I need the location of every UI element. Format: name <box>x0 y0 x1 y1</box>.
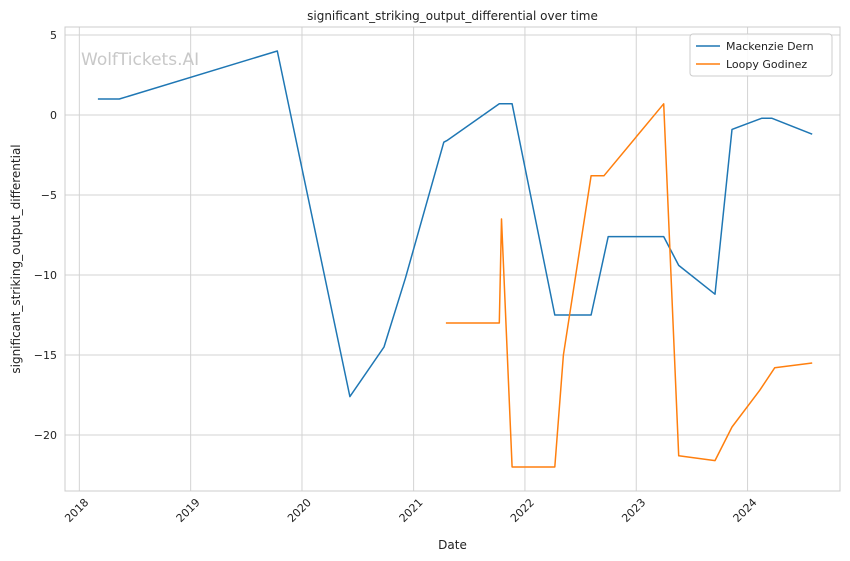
series-layer <box>97 50 813 468</box>
series-line-mackenzie-dern <box>97 50 813 398</box>
data-point <box>607 235 609 237</box>
data-point <box>774 367 776 369</box>
data-point <box>554 314 556 316</box>
data-point <box>731 128 733 130</box>
x-axis: 2018 2019 2020 2021 2022 2023 2024 <box>62 496 759 525</box>
grid <box>65 27 840 491</box>
data-point <box>383 346 385 348</box>
y-tick-label: −10 <box>34 269 57 282</box>
legend-box <box>689 33 833 77</box>
data-point <box>811 133 813 135</box>
y-tick-label: 0 <box>50 109 57 122</box>
data-point <box>498 103 500 105</box>
data-point <box>511 103 513 105</box>
data-point <box>500 218 502 220</box>
data-point <box>404 277 406 279</box>
data-point <box>498 322 500 324</box>
x-tick-label: 2018 <box>62 496 91 525</box>
data-point <box>761 117 763 119</box>
data-point <box>443 141 445 143</box>
x-tick-label: 2021 <box>397 496 426 525</box>
data-point <box>554 466 556 468</box>
plot-frame <box>64 26 841 492</box>
data-point <box>677 264 679 266</box>
data-point <box>349 395 351 397</box>
legend-label: Mackenzie Dern <box>726 40 814 53</box>
data-point <box>562 354 564 356</box>
data-point <box>731 426 733 428</box>
data-point <box>714 459 716 461</box>
data-point <box>590 175 592 177</box>
y-axis: 5 0 −5 −10 −15 −20 <box>34 29 57 442</box>
x-axis-label: Date <box>438 538 467 552</box>
data-point <box>446 139 448 141</box>
y-tick-label: −15 <box>34 349 57 362</box>
watermark: WolfTickets.AI <box>81 50 199 70</box>
series-line-loopy-godinez <box>445 103 813 468</box>
data-point <box>97 98 99 100</box>
data-point <box>770 117 772 119</box>
y-tick-label: −20 <box>34 429 57 442</box>
y-axis-label: significant_striking_output_differential <box>9 144 23 373</box>
x-tick-label: 2020 <box>285 496 314 525</box>
data-point <box>603 175 605 177</box>
x-tick-label: 2024 <box>731 496 760 525</box>
data-point <box>511 466 513 468</box>
x-tick-label: 2019 <box>174 496 203 525</box>
data-point <box>590 314 592 316</box>
legend-label: Loopy Godinez <box>726 58 807 71</box>
data-point <box>759 389 761 391</box>
data-point <box>276 50 278 52</box>
legend: Mackenzie Dern Loopy Godinez <box>689 33 833 77</box>
x-tick-label: 2022 <box>508 496 537 525</box>
data-point <box>811 362 813 364</box>
x-tick-label: 2023 <box>619 496 648 525</box>
data-point <box>118 98 120 100</box>
data-point <box>663 235 665 237</box>
data-point <box>445 322 447 324</box>
data-point <box>714 293 716 295</box>
y-tick-label: −5 <box>41 189 57 202</box>
data-point <box>677 455 679 457</box>
chart-title: significant_striking_output_differential… <box>307 9 598 23</box>
data-point <box>663 103 665 105</box>
y-tick-label: 5 <box>50 29 57 42</box>
